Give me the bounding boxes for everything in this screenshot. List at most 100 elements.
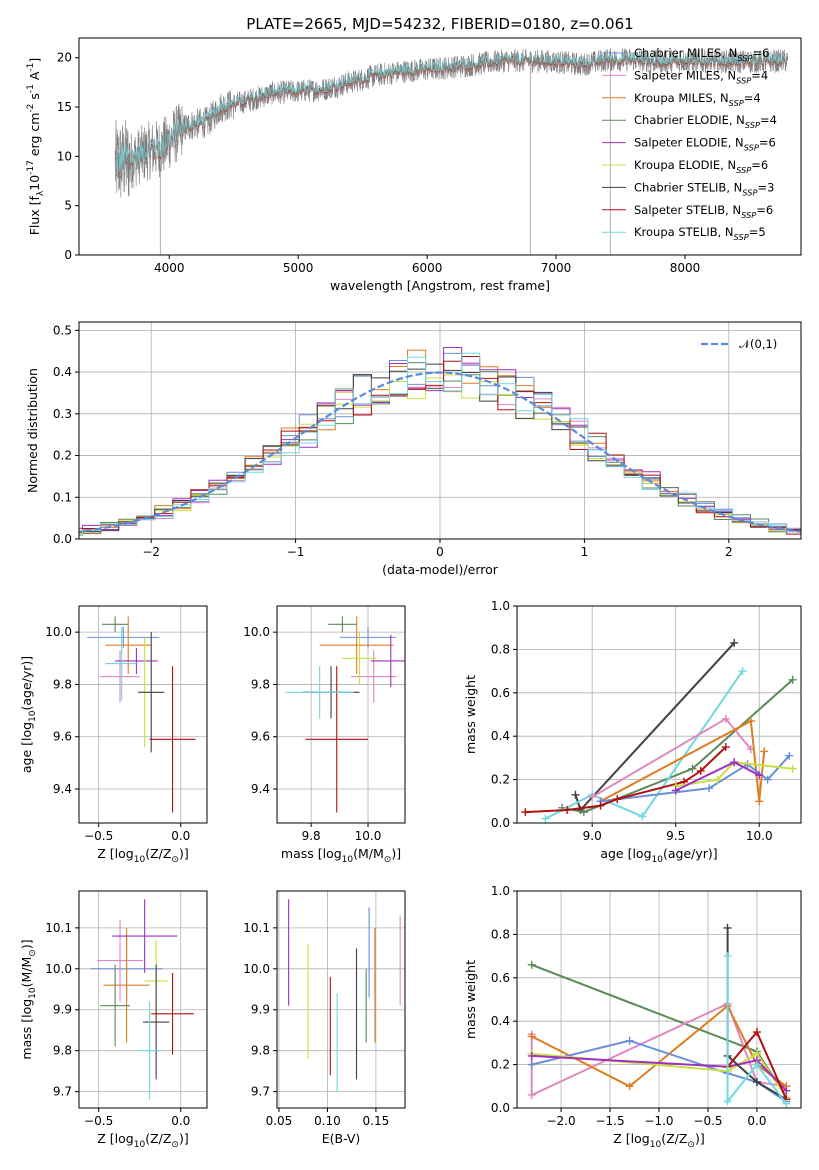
- x-tick-label: −1.0: [644, 1114, 673, 1128]
- x-tick-label: 0.05: [266, 1114, 293, 1128]
- weight-point-marker: [723, 952, 732, 961]
- weight-point-marker: [752, 1028, 761, 1037]
- label-fragment: SSP: [741, 210, 756, 220]
- plot-area-mass-vs-ebv: [288, 899, 401, 1092]
- x-tick-label: −0.5: [693, 1114, 722, 1128]
- label-fragment: (age/yr)]: [663, 846, 718, 861]
- label-fragment: ⊙: [171, 1140, 179, 1150]
- label-fragment: )]: [19, 939, 34, 949]
- y-tick-label: 0: [64, 248, 72, 262]
- label-fragment: E(B-V): [322, 1131, 361, 1146]
- label-fragment: =6: [759, 136, 776, 150]
- label-fragment: (Z/Z: [661, 1131, 687, 1146]
- y-tick-label: 10.0: [45, 962, 72, 976]
- label-fragment: Chabrier MILES, N: [634, 46, 737, 60]
- x-tick-label: 4000: [154, 261, 185, 275]
- weight-point-marker: [638, 812, 647, 821]
- weight-series-kroupa-stelib: [723, 952, 791, 1108]
- weight-point-marker: [752, 1077, 761, 1086]
- weight-point-marker: [521, 808, 530, 817]
- label-fragment: =5: [749, 225, 766, 239]
- x-tick-label: 0.0: [171, 1114, 190, 1128]
- label-fragment: Salpeter MILES, N: [634, 68, 736, 82]
- errorbar-kroupa-miles: [105, 616, 152, 674]
- label-fragment: ]: [27, 58, 42, 63]
- axes-mass-vs-ebv: 0.05 0.10 0.15 9.7 9.8 9.9 10.0 10.1 E(B-V): [243, 890, 406, 1146]
- label-fragment: ⊙: [28, 949, 38, 957]
- label-fragment: Salpeter STELIB, N: [634, 203, 741, 217]
- label-fragment: )]: [391, 846, 401, 861]
- y-tick-label: 9.8: [251, 1044, 270, 1058]
- x-axis-label: Z [log10(Z/Z⊙)]: [613, 1131, 704, 1150]
- weight-line: [531, 1054, 788, 1092]
- x-tick-label: −2: [142, 545, 160, 559]
- weight-point-marker: [541, 814, 550, 823]
- weight-point-marker: [755, 771, 764, 780]
- label-fragment: mass [log: [19, 999, 34, 1060]
- legend-label: Chabrier MILES, NSSP=6: [634, 46, 769, 63]
- y-axis-label: age [log10(age/yr)]: [19, 656, 38, 773]
- label-fragment: ⊙: [171, 855, 179, 865]
- weight-point-marker: [721, 714, 730, 723]
- y-tick-label: 9.4: [53, 782, 72, 796]
- label-fragment: (Z/Z: [145, 1131, 171, 1146]
- y-tick-label: 10.0: [45, 625, 72, 639]
- errorbar-chabrier-elodie: [101, 616, 129, 633]
- label-fragment: ⊙: [687, 1140, 695, 1150]
- weight-line: [544, 670, 744, 820]
- y-tick-label: 15: [57, 100, 72, 114]
- weight-series-salpeter-miles: [588, 714, 755, 801]
- label-fragment: SSP: [745, 120, 760, 130]
- observed-spectrum-line: [114, 48, 789, 255]
- weight-point-marker: [696, 766, 705, 775]
- y-tick-label: 9.7: [251, 1085, 270, 1099]
- axes-frame-weight-vs-Z: [516, 890, 802, 1109]
- label-fragment: Z [log: [97, 1131, 133, 1146]
- label-fragment: (Z/Z: [145, 846, 171, 861]
- label-fragment: wavelength [Angstrom, rest frame]: [330, 278, 550, 293]
- label-fragment: SSP: [744, 143, 759, 153]
- label-fragment: erg cm: [27, 113, 42, 161]
- weight-point-marker: [596, 801, 605, 810]
- label-fragment: =3: [757, 180, 774, 194]
- y-tick-label: 10.1: [45, 921, 72, 935]
- weight-point-marker: [785, 751, 794, 760]
- label-fragment: 10: [650, 1140, 662, 1150]
- weight-point-marker: [671, 786, 680, 795]
- label-fragment: )]: [695, 1131, 705, 1146]
- label-fragment: Kroupa ELODIE, N: [634, 158, 736, 172]
- weight-point-marker: [760, 747, 769, 756]
- y-tick-label: 9.6: [53, 730, 72, 744]
- label-fragment: Salpeter ELODIE, N: [634, 136, 744, 150]
- plot-area-age-vs-Z: [87, 616, 196, 813]
- errorbar-chabrier-elodie: [100, 964, 130, 1047]
- y-tick-label: 20: [57, 51, 72, 65]
- axes-age-vs-mass: 9.8 10.0 9.4 9.6 9.8 10.0 mass [log10(M/M⊙)]: [243, 605, 406, 865]
- label-fragment: )]: [179, 1131, 189, 1146]
- x-tick-label: 0.15: [363, 1114, 390, 1128]
- legend-label: Chabrier STELIB, NSSP=3: [634, 180, 774, 197]
- plot-area-weight-vs-age: [521, 638, 797, 823]
- axes-frame-residuals: [78, 321, 802, 540]
- errorbar-salpeter-miles: [100, 650, 140, 703]
- label-fragment: =4: [744, 91, 761, 105]
- axes-frame-age-vs-mass: [276, 605, 406, 824]
- label-fragment: -1: [26, 84, 36, 93]
- y-tick-label: 0.8: [491, 642, 510, 656]
- weight-point-marker: [527, 1032, 536, 1041]
- x-axis-label: age [log10(age/yr)]: [600, 846, 717, 865]
- label-fragment: age [log: [19, 722, 34, 773]
- label-fragment: Z [log: [97, 846, 133, 861]
- y-tick-label: 1.0: [491, 884, 510, 898]
- x-tick-label: 9.5: [666, 829, 685, 843]
- y-tick-label: 0.1: [53, 490, 72, 504]
- errorbar-salpeter-stelib: [149, 666, 196, 813]
- x-axis-label: E(B-V): [322, 1131, 361, 1146]
- x-tick-label: −2.0: [546, 1114, 575, 1128]
- y-tick-label: 9.9: [251, 1003, 270, 1017]
- label-fragment: A: [27, 71, 42, 84]
- y-tick-label: 9.9: [53, 1003, 72, 1017]
- errorbar-salpeter-miles: [350, 650, 397, 703]
